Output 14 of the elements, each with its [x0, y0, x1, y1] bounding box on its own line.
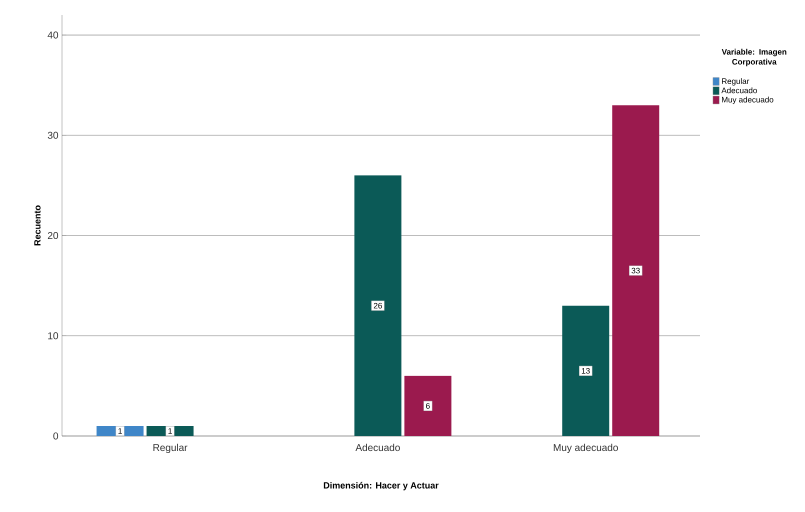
y-axis-title: Recuento	[34, 205, 41, 246]
bar	[354, 175, 402, 436]
y-tick-label: 10	[48, 332, 58, 340]
x-axis-title: Dimensión: Hacer y Actuar	[324, 482, 439, 490]
bar	[562, 306, 610, 436]
x-tick-label: Muy adecuado	[554, 444, 618, 454]
y-tick-label: 20	[48, 232, 58, 240]
y-tick-label: 0	[53, 432, 58, 440]
y-tick-label: 30	[48, 132, 58, 139]
bar	[612, 105, 660, 436]
x-tick-label: Regular	[153, 444, 188, 454]
x-tick-label: Adecuado	[355, 444, 400, 452]
y-tick-label: 40	[48, 32, 58, 39]
bar	[404, 376, 452, 436]
